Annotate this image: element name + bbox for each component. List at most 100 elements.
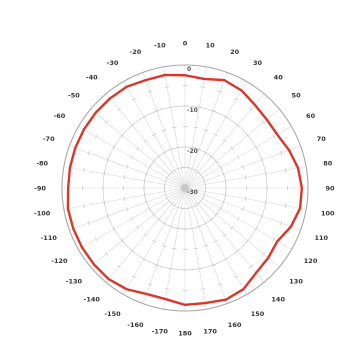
angle-tick-label: 20 (230, 48, 240, 56)
angle-tick-label: 180 (178, 330, 192, 338)
angle-tick-label: -140 (84, 296, 101, 304)
grid-tick (144, 193, 145, 197)
radial-tick-label: -30 (187, 189, 198, 196)
grid-tick (194, 248, 198, 249)
angle-tick-label: -90 (34, 185, 46, 193)
angle-tick-label: 30 (253, 59, 263, 67)
angle-tick-label: 0 (183, 40, 188, 48)
grid-tick (95, 237, 97, 241)
angle-tick-label: -110 (41, 234, 58, 242)
grid-tick (273, 237, 275, 241)
angle-tick-label: -100 (34, 210, 51, 218)
grid-tick (273, 135, 275, 139)
grid-tick (176, 147, 180, 148)
grid-tick (113, 145, 115, 149)
angle-tick-label: 40 (274, 73, 284, 81)
grid-tick (286, 204, 287, 208)
grid-tick (163, 151, 167, 153)
grid-tick (169, 268, 173, 269)
grid-tick (204, 151, 208, 153)
grid-tick (245, 197, 246, 201)
angle-tick-label: 150 (251, 310, 265, 318)
angle-tick-label: -150 (104, 310, 121, 318)
polar-grid (62, 65, 308, 311)
grid-tick (190, 228, 194, 229)
grid-tick (131, 155, 133, 159)
angle-tick-label: 70 (317, 135, 327, 143)
radial-tick-label: -10 (187, 107, 198, 114)
grid-tick (255, 227, 257, 231)
grid-tick (201, 289, 205, 290)
angle-tick-label: 60 (306, 112, 316, 120)
grid-tick (165, 289, 169, 290)
grid-tick (172, 248, 176, 249)
grid-tick (214, 134, 218, 136)
grid-tick (234, 276, 238, 278)
grid-tick (214, 240, 218, 242)
angle-tick-label: -50 (68, 91, 80, 99)
grid-tick (176, 228, 180, 229)
grid-tick (197, 268, 201, 269)
grid-tick (201, 87, 205, 88)
grid-tick (286, 168, 287, 172)
grid-tick (265, 172, 266, 176)
grid-tick (104, 172, 105, 176)
grid-tick (148, 166, 150, 170)
angle-tick-label: -10 (154, 42, 166, 50)
grid-tick (144, 179, 145, 183)
grid-tick (245, 175, 246, 179)
angle-tick-label: -30 (107, 59, 119, 67)
grid-tick (165, 87, 169, 88)
grid-tick (225, 193, 226, 197)
grid-tick (234, 98, 238, 100)
angle-tick-label: 110 (314, 234, 328, 242)
grid-tick (113, 227, 115, 231)
angle-tick-label: 100 (321, 210, 335, 218)
angle-tick-label: 130 (289, 278, 303, 286)
grid-tick (225, 179, 226, 183)
radial-tick-label: -20 (187, 148, 198, 155)
angle-tick-label: 80 (323, 159, 333, 167)
angle-tick-label: 50 (292, 91, 302, 99)
grid-tick (255, 145, 257, 149)
grid-tick (224, 116, 228, 118)
grid-tick (104, 200, 105, 204)
grid-tick (152, 134, 156, 136)
grid-tick (194, 127, 198, 128)
grid-tick (224, 258, 228, 260)
angle-tick-label: 140 (271, 296, 285, 304)
grid-tick (131, 217, 133, 221)
grid-tick (84, 204, 85, 208)
grid-tick (84, 168, 85, 172)
grid-tick (124, 175, 125, 179)
grid-tick (219, 207, 221, 211)
grid-tick (132, 98, 136, 100)
angle-tick-label: 170 (203, 327, 217, 335)
grid-tick (124, 197, 125, 201)
radial-tick-labels: 0 -10 -20 -30 (187, 66, 198, 196)
grid-tick (265, 200, 266, 204)
angle-tick-label: -20 (130, 48, 142, 56)
angle-tick-label: 90 (325, 185, 335, 193)
grid-tick (204, 222, 208, 224)
grid-tick (179, 167, 183, 168)
angle-tick-label: -130 (66, 278, 83, 286)
angle-tick-label: -160 (127, 321, 144, 329)
angle-tick-label: -170 (152, 327, 169, 335)
grid-tick (132, 276, 136, 278)
angle-tick-label: -60 (54, 112, 66, 120)
angle-tick-label: -40 (86, 73, 98, 81)
grid-tick (142, 258, 146, 260)
radial-tick-label: 0 (187, 66, 191, 73)
angle-tick-label: -70 (43, 135, 55, 143)
grid-tick (237, 155, 239, 159)
angle-tick-label: -80 (36, 159, 48, 167)
grid-tick (169, 107, 173, 108)
angle-tick-label: 10 (206, 42, 216, 50)
grid-tick (148, 207, 150, 211)
angle-tick-label: 120 (304, 257, 318, 265)
grid-tick (95, 135, 97, 139)
grid-tick (219, 166, 221, 170)
